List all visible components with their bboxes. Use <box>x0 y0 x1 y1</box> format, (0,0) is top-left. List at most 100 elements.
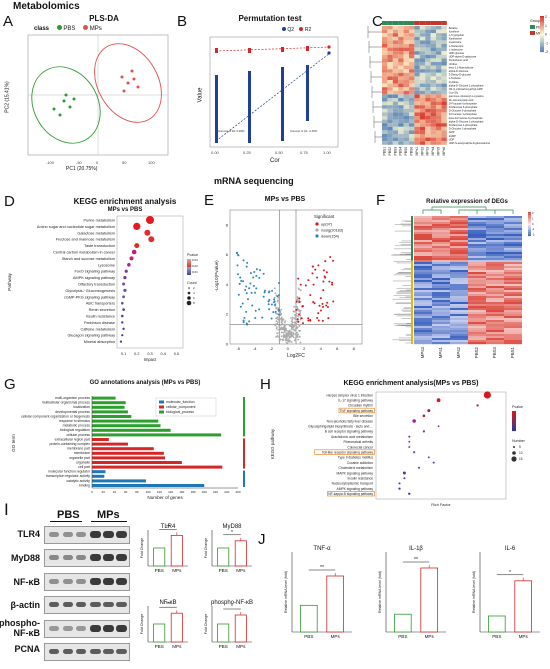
down-point <box>237 254 240 257</box>
heatmap-cell <box>414 123 420 127</box>
pathway-label: Olfactory transduction <box>78 283 115 287</box>
heatmap-cell <box>430 44 436 48</box>
heatmap-cell <box>419 94 426 98</box>
heatmap-cell <box>403 90 409 95</box>
heatmap-cell <box>409 123 415 127</box>
heatmap-cell <box>403 87 409 91</box>
e-legend-label: nosig(20183) <box>321 228 344 232</box>
heatmap-cell <box>387 58 393 62</box>
f-heatmap-cell <box>432 324 450 327</box>
f-heatmap-cell <box>486 330 504 333</box>
f-heatmap-cell <box>486 332 504 335</box>
pvalue-scale-step <box>187 267 191 268</box>
f-heatmap-cell <box>450 342 468 345</box>
panel-letter-b: B <box>177 13 188 30</box>
scale-bar-step <box>540 46 544 48</box>
scale-bar-step <box>540 43 544 44</box>
heatmap-cell <box>414 90 420 95</box>
f-heatmap-cell <box>414 274 432 277</box>
heatmap-cell <box>436 119 442 124</box>
h-pathway-bubble <box>408 446 411 448</box>
heatmap-cell <box>382 94 388 98</box>
up-point <box>322 305 325 308</box>
f-heatmap-cell <box>414 218 432 221</box>
f-heatmap-cell <box>432 326 450 329</box>
bar-mps <box>326 575 344 633</box>
f-heatmap-cell <box>450 290 468 293</box>
down-point <box>268 308 271 311</box>
heatmap-cell <box>387 51 393 55</box>
metabolite-label: Betaine <box>449 26 458 30</box>
go-bar <box>92 465 223 469</box>
heatmap-cell <box>414 36 420 41</box>
heatmap-cell <box>441 123 447 127</box>
h-pathway-label: Nucleocytoplasmic transport <box>332 482 373 486</box>
f-heatmap-cell <box>504 318 522 321</box>
f-heatmap-cell <box>450 284 468 287</box>
metabolomics-header: Metabolomics <box>13 1 80 12</box>
f-heatmap-cell <box>504 268 522 271</box>
heatmap-cell <box>430 90 436 95</box>
f-heatmap-cell <box>432 228 450 231</box>
f-heatmap-cell <box>486 256 504 259</box>
d-xtick: 0.3 <box>147 352 152 356</box>
heatmap-cell <box>436 76 442 80</box>
nosig-point <box>284 327 287 330</box>
metabolite-label: Xanthine <box>449 29 460 33</box>
heatmap-cell <box>392 58 399 62</box>
sample-label: MPs3 <box>426 147 430 156</box>
heatmap-cell <box>392 36 399 41</box>
heatmap-cell <box>414 54 420 59</box>
heatmap-cell <box>441 72 447 77</box>
f-sample-label: PBS2 <box>474 346 479 358</box>
heatmap-cell <box>414 80 420 84</box>
heatmap-cell <box>392 72 399 77</box>
nosig-point <box>279 324 282 326</box>
heatmap-cell <box>387 112 393 116</box>
go-term-label: cell part <box>78 465 90 469</box>
f-heatmap-cell <box>432 258 450 261</box>
f-heatmap-cell <box>450 244 468 247</box>
heatmap-cell <box>403 101 409 106</box>
heatmap-cell <box>382 126 388 131</box>
heatmap-cell <box>382 98 388 102</box>
blot-myd88 <box>44 549 130 567</box>
small-chart-xcat: PBS <box>492 634 501 639</box>
pvalue-scale-step <box>187 260 191 261</box>
blot-bactin <box>44 596 130 614</box>
nosig-point <box>283 324 286 327</box>
nosig-point <box>283 333 285 336</box>
f-heatmap-cell <box>468 278 486 281</box>
heatmap-cell <box>419 90 426 95</box>
heatmap-cell <box>414 94 420 98</box>
g-legend-box <box>155 397 217 417</box>
nosig-point <box>299 310 302 312</box>
heatmap-cell <box>387 90 393 95</box>
heatmap-cell <box>414 26 420 30</box>
heatmap-cell <box>387 119 393 124</box>
f-scale-step <box>528 233 531 235</box>
heatmap-cell <box>387 29 393 34</box>
f-heatmap-cell <box>450 310 468 313</box>
heatmap-cell <box>382 90 388 95</box>
f-heatmap-cell <box>468 224 486 227</box>
f-heatmap-cell <box>468 298 486 301</box>
f-heatmap-cell <box>414 244 432 247</box>
f-heatmap-cell <box>414 252 432 255</box>
down-point <box>250 291 253 294</box>
h-pathway-label: Herpes simplex virus 1 infection <box>326 393 373 397</box>
f-heatmap-cell <box>432 250 450 253</box>
f-heatmap-cell <box>414 222 432 225</box>
heatmap-cell <box>398 40 404 44</box>
h-pathway-bubble <box>427 409 431 413</box>
g-xtick: 60 <box>124 490 128 494</box>
f-heatmap-cell <box>450 222 468 225</box>
heatmap-cell <box>430 123 436 127</box>
panel-f-title: Relative expression of DEGs <box>426 199 508 205</box>
down-point <box>245 265 248 268</box>
heatmap-cell <box>430 87 436 91</box>
panel-letter-c: C <box>372 13 383 30</box>
up-point <box>298 297 301 300</box>
nosig-point <box>290 325 293 328</box>
